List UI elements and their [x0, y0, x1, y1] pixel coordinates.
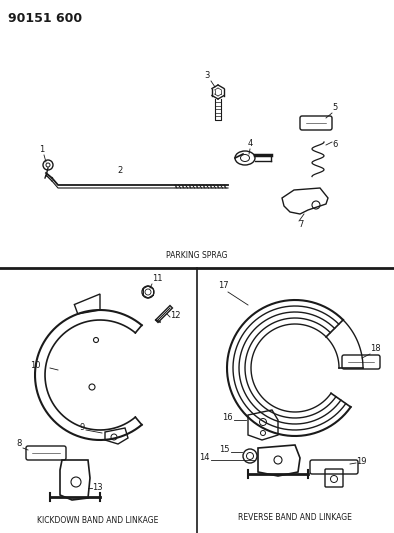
Text: 16: 16 — [222, 414, 233, 423]
Text: 90151 600: 90151 600 — [8, 12, 82, 25]
Text: 3: 3 — [204, 71, 210, 80]
Text: 12: 12 — [170, 311, 180, 320]
Text: 4: 4 — [248, 139, 253, 148]
Text: KICKDOWN BAND AND LINKAGE: KICKDOWN BAND AND LINKAGE — [37, 516, 159, 525]
Text: 19: 19 — [356, 457, 366, 466]
Text: PARKING SPRAG: PARKING SPRAG — [166, 251, 228, 260]
Text: 17: 17 — [218, 281, 229, 290]
Text: 5: 5 — [332, 103, 337, 112]
Text: 6: 6 — [332, 140, 337, 149]
Text: 1: 1 — [39, 145, 45, 154]
Text: 18: 18 — [370, 344, 381, 353]
Text: 9: 9 — [80, 424, 85, 432]
Text: REVERSE BAND AND LINKAGE: REVERSE BAND AND LINKAGE — [238, 513, 352, 522]
Text: 15: 15 — [219, 446, 230, 455]
Text: 14: 14 — [199, 454, 210, 463]
Text: 2: 2 — [117, 166, 123, 175]
Text: 10: 10 — [30, 360, 41, 369]
Text: 7: 7 — [298, 220, 303, 229]
Text: 8: 8 — [17, 439, 22, 448]
Text: 11: 11 — [152, 274, 162, 283]
Text: 13: 13 — [92, 482, 102, 491]
